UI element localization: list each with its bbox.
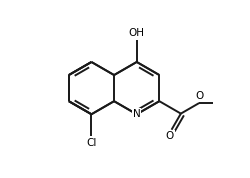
Text: OH: OH [129,28,145,38]
Text: O: O [195,91,203,101]
Text: O: O [166,131,174,141]
Text: N: N [133,109,140,119]
Text: Cl: Cl [86,138,97,148]
